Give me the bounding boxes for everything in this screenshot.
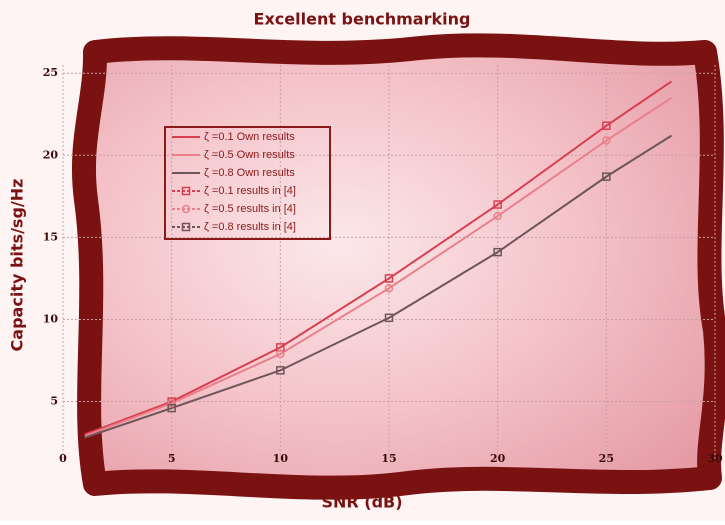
- chart-title: Excellent benchmarking: [254, 10, 471, 29]
- series-line: [84, 134, 673, 439]
- x-tick-label: 5: [168, 452, 176, 465]
- marker: [384, 313, 394, 323]
- x-tick-label: 0: [59, 452, 67, 465]
- x-axis-label: SNR (dB): [321, 493, 402, 512]
- legend-label: ζ =0.5 results in [4]: [204, 203, 296, 215]
- marker: [181, 204, 191, 214]
- x-tick-label: 30: [707, 452, 723, 465]
- legend: ζ =0.1 Own results ζ =0.5 Own results ζ =0…: [172, 131, 296, 233]
- marker: [602, 136, 611, 145]
- legend-label: ζ =0.1 results in [4]: [204, 185, 296, 197]
- marker: [493, 200, 502, 209]
- legend-label: ζ =0.1 Own results: [204, 131, 295, 143]
- legend-box: [164, 126, 331, 240]
- marker: [384, 284, 394, 293]
- marker: [384, 274, 394, 283]
- marker: [602, 121, 611, 130]
- marker: [167, 398, 176, 408]
- legend-label: ζ =0.5 Own results: [204, 149, 295, 161]
- x-tick-label: 15: [381, 452, 396, 465]
- marker: [276, 349, 285, 359]
- marker: [493, 247, 502, 257]
- marker: [493, 211, 502, 221]
- y-tick-label: 15: [43, 230, 58, 243]
- y-tick-label: 25: [43, 66, 58, 79]
- x-tick-label: 10: [273, 452, 289, 465]
- marker: [602, 172, 611, 181]
- y-tick-label: 5: [50, 395, 58, 408]
- y-tick-label: 20: [43, 148, 59, 161]
- frame: [71, 33, 725, 500]
- legend-label: ζ =0.8 results in [4]: [204, 221, 296, 233]
- legend-label: ζ =0.8 Own results: [204, 167, 295, 179]
- marker: [276, 366, 285, 375]
- series-line: [84, 96, 673, 437]
- x-tick-label: 20: [490, 452, 506, 465]
- y-tick-label: 10: [43, 312, 59, 325]
- series-line: [84, 80, 673, 436]
- plot-area: [84, 80, 673, 439]
- y-axis-label: Capacity bits/sg/Hz: [8, 179, 27, 352]
- x-tick-label: 25: [599, 452, 614, 465]
- marker: [181, 222, 191, 232]
- marker: [181, 186, 191, 196]
- marker: [167, 403, 176, 413]
